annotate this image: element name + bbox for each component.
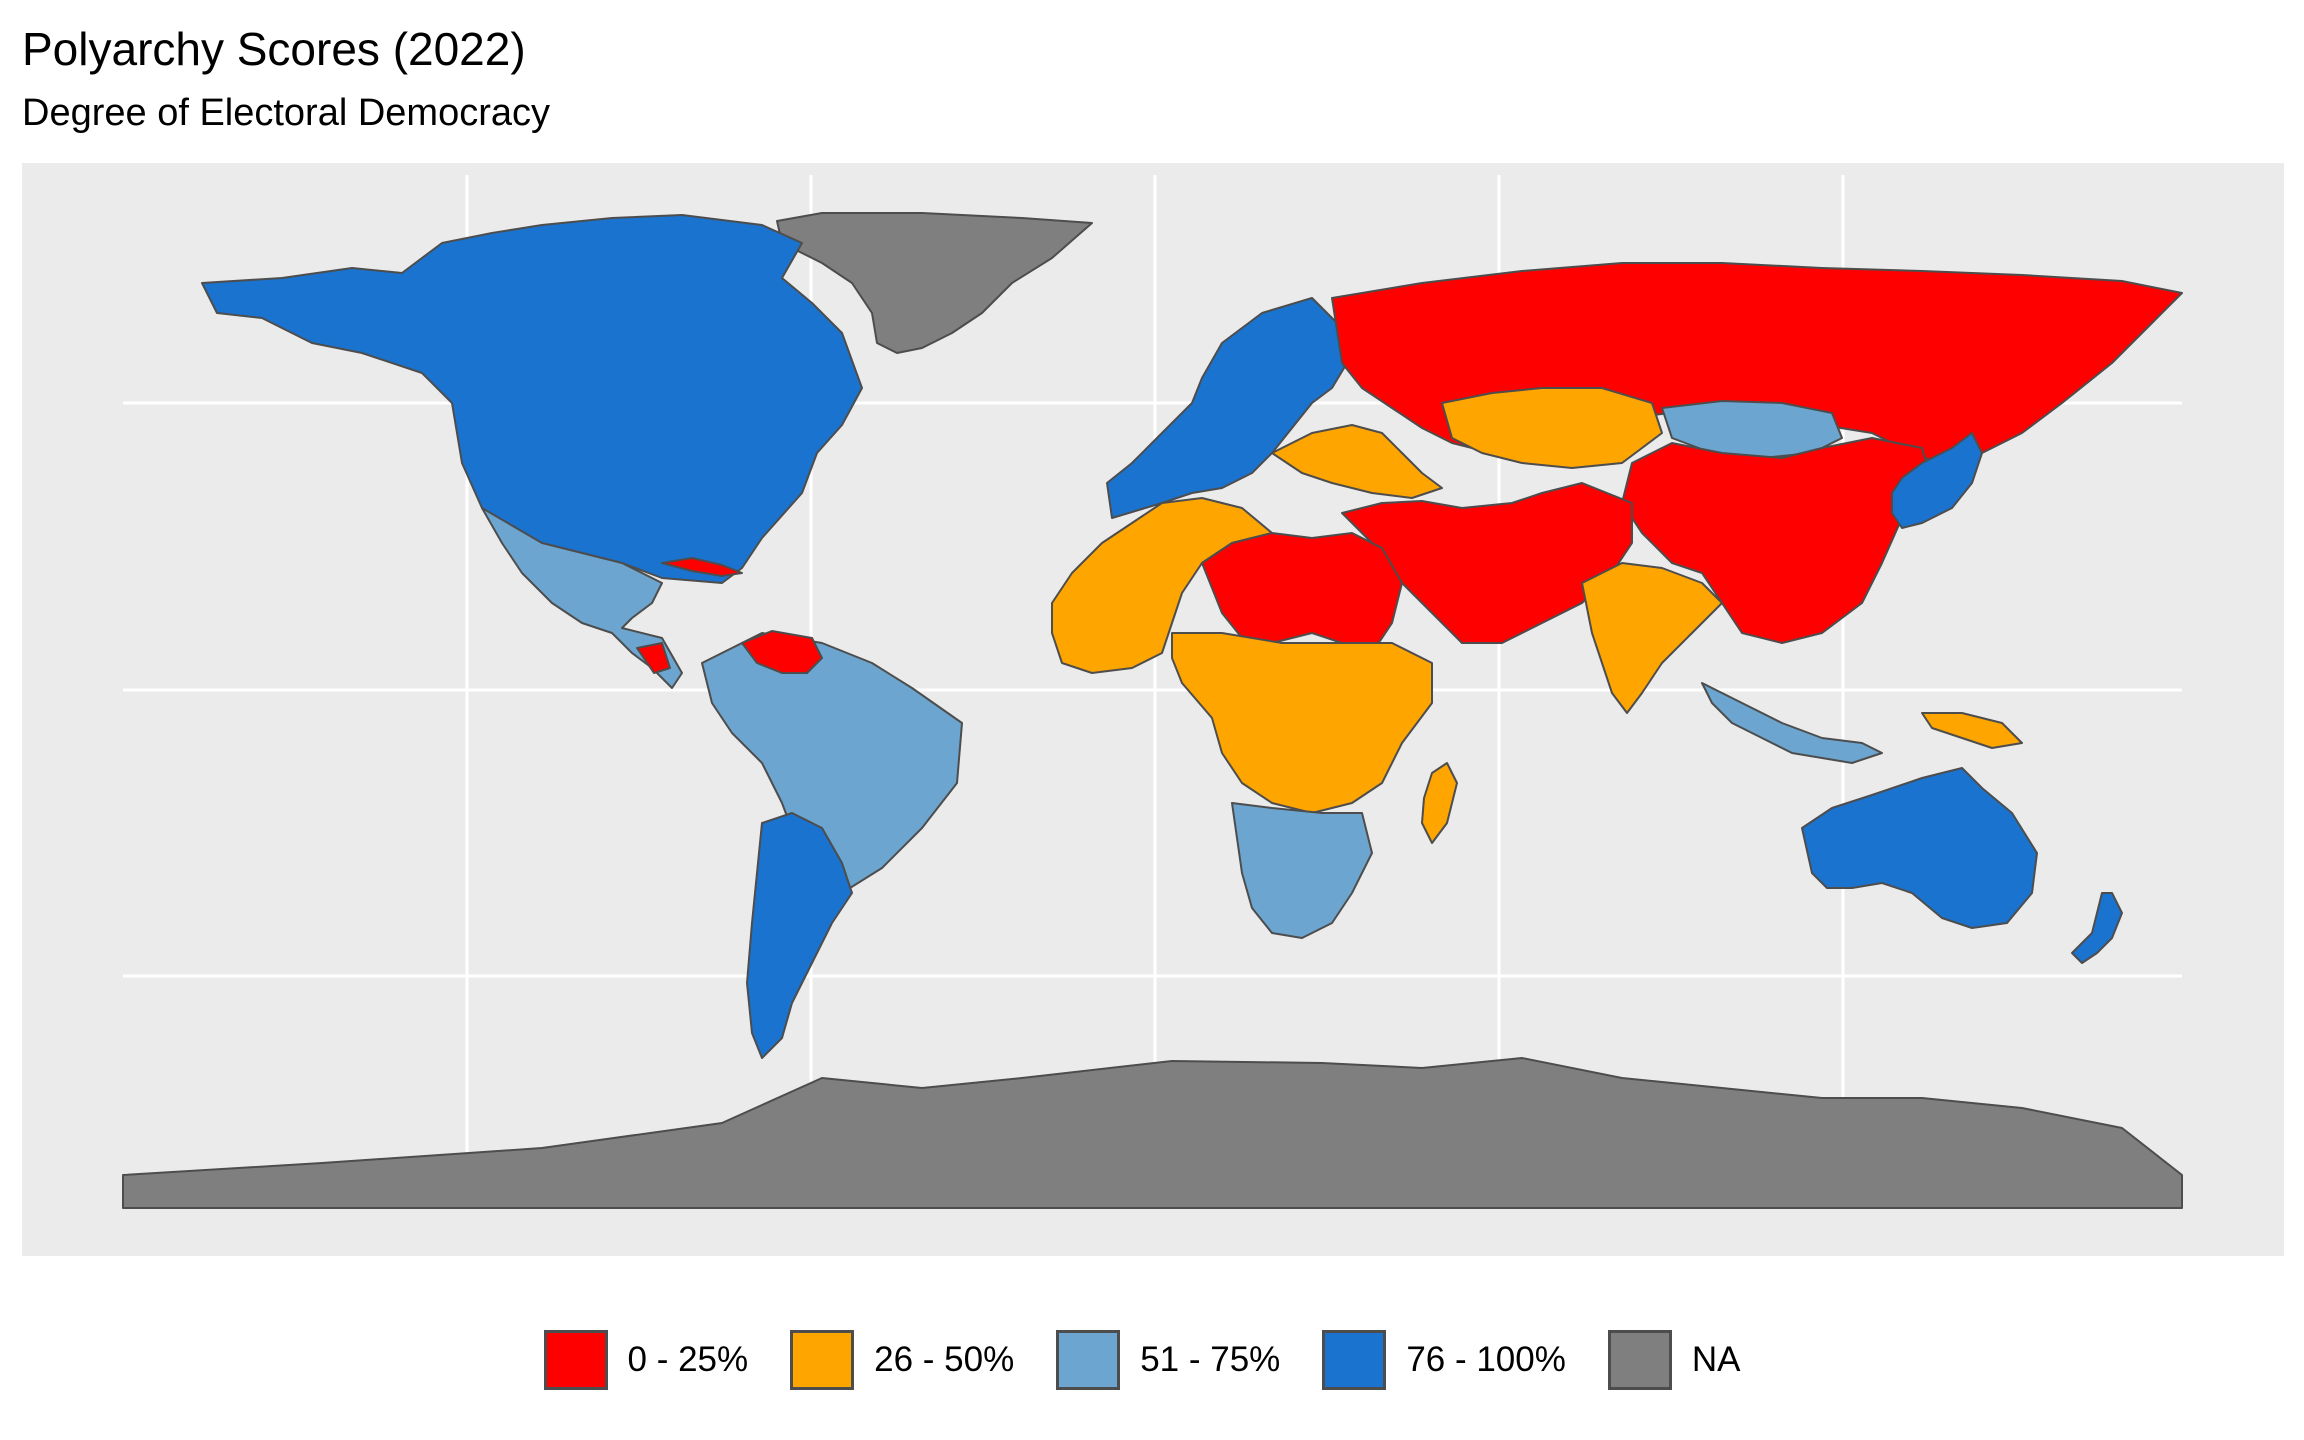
- region-mongolia: [1661, 400, 1843, 459]
- region-kazakhstan: [1441, 387, 1663, 469]
- region-japan-south-korea: [1891, 432, 1983, 529]
- region-antarctica: [122, 1057, 2183, 1209]
- region-australia: [1801, 767, 2038, 929]
- legend-swatch-76-100: [1322, 1330, 1387, 1390]
- legend-item-26-50: 26 - 50%: [790, 1330, 1034, 1390]
- legend-item-0-25: 0 - 25%: [543, 1330, 769, 1390]
- legend-swatch-51-75: [1056, 1330, 1121, 1390]
- region-libya-egypt-sudan: [1201, 532, 1403, 654]
- region-north-africa: [1051, 497, 1273, 674]
- legend-item-51-75: 51 - 75%: [1056, 1330, 1300, 1390]
- legend-swatch-26-50: [790, 1330, 855, 1390]
- map-countries: [122, 212, 2183, 1209]
- region-indonesia: [1701, 682, 1883, 764]
- region-nicaragua: [636, 642, 671, 674]
- region-india: [1581, 562, 1723, 714]
- region-cuba: [661, 557, 743, 577]
- chart-subtitle: Degree of Electoral Democracy: [22, 92, 550, 134]
- region-brazil-south-america: [701, 632, 963, 894]
- legend-item-na: NA: [1607, 1330, 1761, 1390]
- region-canada-united-states: [201, 214, 863, 584]
- region-madagascar: [1421, 762, 1458, 844]
- region-papua-new-guinea: [1921, 712, 2023, 749]
- legend-item-76-100: 76 - 100%: [1322, 1330, 1586, 1390]
- region-mexico-central-america: [481, 507, 683, 689]
- region-southern-africa: [1231, 802, 1373, 939]
- region-china: [1621, 437, 1933, 644]
- legend-swatch-0-25: [543, 1330, 608, 1390]
- legend-label-51-75: 51 - 75%: [1140, 1340, 1281, 1379]
- legend-label-na: NA: [1691, 1340, 1741, 1379]
- region-venezuela: [741, 630, 823, 674]
- world-map: [122, 175, 2183, 1209]
- region-western-europe: [1106, 297, 1348, 519]
- region-new-zealand: [2071, 892, 2123, 964]
- legend-label-0-25: 0 - 25%: [627, 1340, 749, 1379]
- legend-label-26-50: 26 - 50%: [874, 1340, 1015, 1379]
- legend-swatch-na: [1607, 1330, 1672, 1390]
- region-chile-argentina-uruguay: [746, 812, 853, 1059]
- region-turkey-eastern-europe: [1271, 424, 1443, 499]
- map-panel: [22, 163, 2284, 1256]
- chart-title: Polyarchy Scores (2022): [22, 23, 526, 75]
- region-greenland: [776, 212, 1093, 354]
- legend: 0 - 25% 26 - 50% 51 - 75% 76 - 100% NA: [0, 1320, 2304, 1400]
- region-central-africa: [1171, 632, 1433, 814]
- legend-label-76-100: 76 - 100%: [1406, 1340, 1566, 1379]
